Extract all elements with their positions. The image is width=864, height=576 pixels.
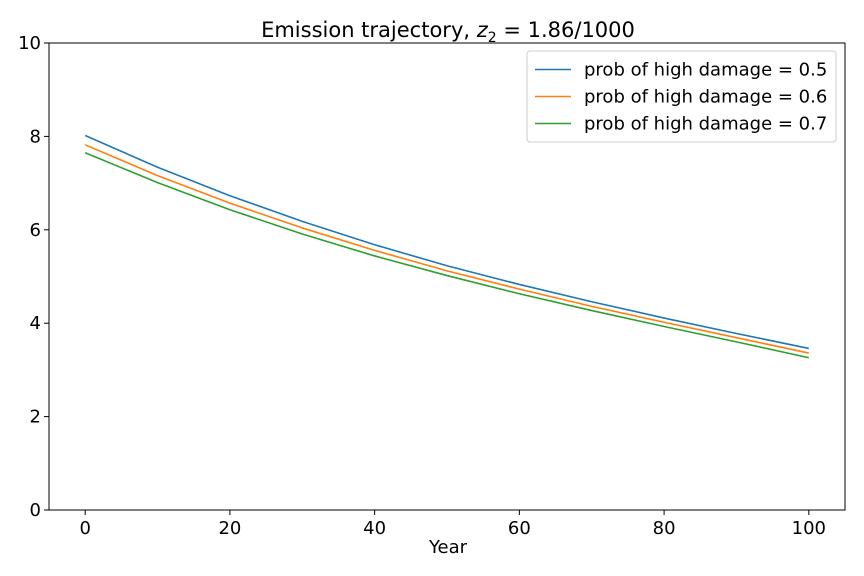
x-tick-label: 80	[653, 518, 676, 539]
x-axis-label: Year	[428, 537, 468, 558]
x-tick-label: 100	[792, 518, 826, 539]
legend-entry-1: prob of high damage = 0.5	[584, 60, 827, 81]
chart-title: Emission trajectory, z2 = 1.86/1000	[261, 18, 635, 46]
x-tick-label: 40	[363, 518, 386, 539]
legend-entry-2: prob of high damage = 0.6	[584, 87, 827, 108]
axes-layer: 0 20 40 60 80 100 0 2 4 6 8 10	[18, 33, 846, 539]
x-tick-label: 0	[79, 518, 90, 539]
legend-box	[526, 50, 837, 143]
y-tick-label: 0	[30, 500, 41, 521]
series-line-2	[84, 144, 809, 354]
y-tick-label: 8	[30, 126, 41, 147]
axes-frame	[48, 42, 846, 511]
y-tick-label: 2	[30, 407, 41, 428]
series-layer	[84, 134, 809, 359]
x-tick-label: 60	[508, 518, 531, 539]
x-tick-label: 20	[218, 518, 241, 539]
y-tick-label: 10	[18, 33, 41, 54]
legend: prob of high damage = 0.5 prob of high da…	[526, 50, 837, 143]
series-line-1	[84, 134, 809, 350]
legend-entry-3: prob of high damage = 0.7	[584, 114, 827, 135]
y-tick-label: 6	[30, 220, 41, 241]
y-tick-label: 4	[30, 313, 41, 334]
series-line-3	[84, 152, 809, 359]
